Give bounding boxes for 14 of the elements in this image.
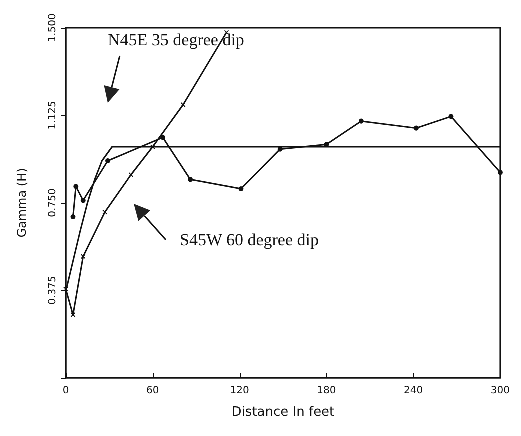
y-axis-title: Gamma (H) (15, 168, 29, 238)
x-tick-label: 180 (317, 386, 336, 396)
y-tick-label: 1.500 (48, 14, 58, 42)
x-tick-label: 240 (404, 386, 424, 396)
x-tick-label: 60 (146, 386, 160, 396)
x-axis-title: Distance In feet (232, 405, 335, 420)
x-tick-label: 300 (490, 386, 510, 396)
x-tick-label: 120 (230, 386, 250, 396)
y-tick-label: 1.125 (48, 101, 58, 130)
annotation: S45W 60 degree dip (180, 230, 319, 250)
y-tick-label: 0.375 (48, 276, 58, 305)
x-tick-label: 0 (62, 386, 70, 396)
annotation: N45E 35 degree dip (108, 30, 244, 50)
y-tick-label: 0.750 (48, 188, 58, 218)
